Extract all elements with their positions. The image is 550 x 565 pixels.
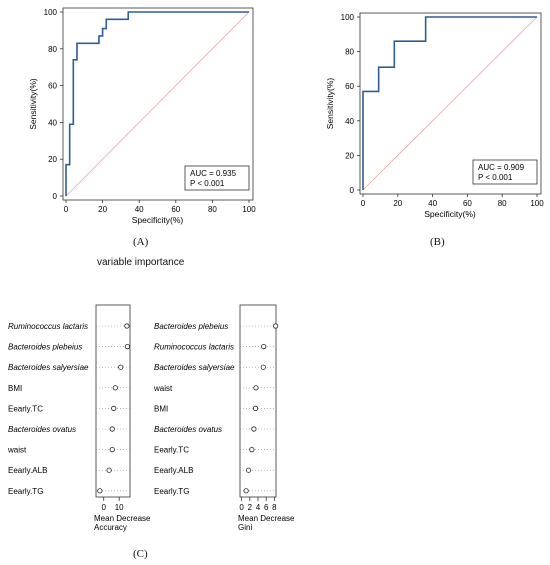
vi-gini-category-label: BMI <box>154 404 168 413</box>
chart-a-plot-frame <box>62 7 254 201</box>
vi-gini-point <box>243 488 249 494</box>
vi-gini-x-tick-label: 8 <box>272 503 277 512</box>
vi-accuracy-category-label: Eearly.ALB <box>8 466 47 475</box>
vi-gini-x-tick-label: 0 <box>239 503 244 512</box>
vi-accuracy-point <box>109 447 115 453</box>
vi-accuracy-point <box>112 385 118 391</box>
chart-b-plot-frame <box>359 12 542 195</box>
chart-b-x-tick-label: 100 <box>530 199 544 208</box>
chart-a-auc-text: AUC = 0.935 <box>190 169 237 178</box>
chart-b-reference-diagonal <box>362 16 538 191</box>
vi-gini-category-label: Eearly.TC <box>154 446 189 455</box>
chart-a-x-tick-label: 40 <box>135 205 144 214</box>
chart-a-y-tick-label: 80 <box>48 45 57 54</box>
chart-b-p-value-text: P < 0.001 <box>478 173 513 182</box>
vi-accuracy-category-label: Bacteroides ovatus <box>8 425 76 434</box>
vi-gini-point <box>253 385 259 391</box>
vi-gini-category-label: Bacteroides salyersiae <box>154 363 235 372</box>
roc-chart-a: 0 20 40 60 80 100 0 20 40 60 80 100 Specificity(%) Se… <box>28 7 256 225</box>
vi-gini-point <box>261 343 267 350</box>
panel-label-c: (C) <box>133 548 148 560</box>
vi-accuracy-x-axis-label-line1: Mean Decrease <box>94 514 151 523</box>
vi-gini-category-label: Eearly.TG <box>154 487 189 496</box>
vi-gini-x-axis-label-line1: Mean Decrease <box>238 514 295 523</box>
chart-a-x-tick-label: 0 <box>64 205 69 214</box>
chart-b-y-tick-label: 80 <box>345 48 354 57</box>
chart-a-x-axis-label: Specificity(%) <box>132 215 184 225</box>
vi-gini-category-label: Bacteroides ovatus <box>154 425 222 434</box>
chart-b-y-tick-label: 60 <box>345 82 354 91</box>
vi-gini-point <box>272 323 279 329</box>
chart-b-x-tick-label: 80 <box>498 199 507 208</box>
chart-b-auc-box <box>472 159 538 185</box>
vi-gini-plot-frame <box>239 304 277 498</box>
chart-b-x-tick-label: 60 <box>463 199 472 208</box>
vi-gini-x-axis-label-line2: Gini <box>238 523 252 532</box>
chart-a-y-tick-label: 40 <box>48 118 57 127</box>
chart-b-x-axis-label: Specificity(%) <box>424 209 476 219</box>
chart-a-x-tick-label: 80 <box>208 205 217 214</box>
vi-gini-point <box>252 405 259 412</box>
chart-b-auc-text: AUC = 0.909 <box>478 163 525 172</box>
vi-gini-point <box>249 447 255 453</box>
chart-a-y-tick-label: 0 <box>53 192 58 201</box>
chart-a-auc-box <box>184 165 250 191</box>
chart-b-y-tick-label: 40 <box>345 117 354 126</box>
vi-accuracy-point <box>124 343 130 350</box>
vi-accuracy-category-label: waist <box>7 446 27 455</box>
chart-a-p-value-text: P < 0.001 <box>190 179 225 188</box>
vi-accuracy-point <box>124 323 130 329</box>
chart-a-x-tick-label: 20 <box>98 205 107 214</box>
vi-gini-x-tick-label: 4 <box>256 503 261 512</box>
panel-label-a: (A) <box>133 236 149 248</box>
vi-gini-category-label: waist <box>153 384 173 393</box>
vi-gini-x-tick-label: 2 <box>248 503 253 512</box>
chart-b-roc-curve <box>362 16 537 190</box>
chart-a-y-tick-label: 20 <box>48 155 57 164</box>
vi-accuracy-point <box>109 426 115 432</box>
vi-accuracy-x-axis-label-line2: Accuracy <box>94 523 127 532</box>
chart-a-y-tick-label: 60 <box>48 82 57 91</box>
chart-b-x-tick-label: 40 <box>428 199 437 208</box>
vi-accuracy-point <box>106 467 112 473</box>
chart-a-reference-diagonal <box>65 11 250 197</box>
panel-label-b: (B) <box>430 236 445 248</box>
chart-a-y-tick-label: 100 <box>44 8 58 17</box>
chart-b-x-tick-label: 0 <box>361 199 366 208</box>
chart-a-x-tick-label: 60 <box>171 205 180 214</box>
vi-accuracy-x-tick-label: 0 <box>102 503 107 512</box>
chart-b-y-axis-label: Sensitivity(%) <box>325 78 335 130</box>
chart-a-roc-curve <box>65 11 249 196</box>
vi-accuracy-category-label: Eearly.TG <box>8 487 43 496</box>
vi-accuracy-category-label: Eearly.TC <box>8 404 43 413</box>
vi-gini-point <box>245 467 252 473</box>
vi-gini-category-label: Bacteroides plebeius <box>154 322 228 331</box>
vi-gini-category-label: Ruminococcus lactaris <box>154 343 234 352</box>
vi-accuracy-category-label: Ruminococcus lactaris <box>8 322 88 331</box>
vi-gini-point <box>251 426 257 432</box>
vi-accuracy-point <box>111 405 117 412</box>
chart-b-x-tick-label: 20 <box>393 199 402 208</box>
vi-gini-point <box>260 364 266 370</box>
vi-gini-category-label: Eearly.ALB <box>154 466 193 475</box>
roc-chart-b: 0 20 40 60 80 100 0 20 40 60 80 100 Specificity(%) Se… <box>325 12 544 219</box>
vi-accuracy-plot-frame <box>95 304 131 498</box>
vi-accuracy-point <box>118 364 124 370</box>
chart-b-y-tick-label: 0 <box>350 186 355 195</box>
chart-b-y-tick-label: 20 <box>345 151 354 160</box>
vi-accuracy-category-label: BMI <box>8 384 22 393</box>
variable-importance-title: variable importance <box>97 257 185 268</box>
chart-b-y-tick-label: 100 <box>341 13 355 22</box>
variable-importance-chart: Ruminococcus lactaris Bacteroides plebeiu… <box>7 304 295 532</box>
vi-accuracy-point <box>97 488 103 494</box>
vi-accuracy-category-label: Bacteroides salyersiae <box>8 363 89 372</box>
vi-gini-x-tick-label: 6 <box>264 503 269 512</box>
vi-accuracy-x-tick-label: 10 <box>115 503 124 512</box>
chart-a-y-axis-label: Sensitivity(%) <box>28 78 38 130</box>
chart-a-x-tick-label: 100 <box>242 205 256 214</box>
vi-accuracy-category-label: Bacteroides plebeius <box>8 343 82 352</box>
